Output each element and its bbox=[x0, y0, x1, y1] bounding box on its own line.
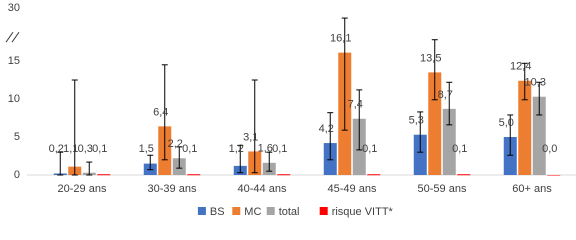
bar bbox=[97, 174, 111, 176]
value-label: 2,2 bbox=[168, 138, 183, 150]
value-label: 0,1 bbox=[272, 143, 287, 155]
x-tick-label: 30-39 ans bbox=[148, 183, 197, 195]
bar bbox=[457, 174, 471, 176]
value-label: 5,0 bbox=[499, 117, 514, 129]
value-label: 0,0 bbox=[542, 143, 557, 155]
value-label: 8,7 bbox=[438, 89, 453, 101]
x-tick-label: 50-59 ans bbox=[418, 183, 467, 195]
y-tick-label: 5 bbox=[14, 131, 20, 143]
legend-label: MC bbox=[244, 206, 261, 218]
value-label: 10,3 bbox=[525, 77, 546, 89]
legend-label: risque VITT* bbox=[332, 206, 394, 218]
axis-break-mark bbox=[5, 31, 14, 43]
x-tick-label: 60+ ans bbox=[512, 183, 552, 195]
bar bbox=[503, 137, 517, 175]
value-label: 0,1 bbox=[362, 143, 377, 155]
legend-swatch bbox=[232, 207, 241, 215]
bar bbox=[187, 174, 201, 176]
bar bbox=[442, 108, 456, 175]
value-label: 3,1 bbox=[243, 131, 258, 143]
x-tick-label: 40-44 ans bbox=[238, 183, 287, 195]
y-tick-label: 15 bbox=[8, 55, 20, 67]
value-label: 0,2 bbox=[49, 143, 64, 155]
value-label: 0,1 bbox=[452, 143, 467, 155]
value-label: 0,3 bbox=[78, 143, 93, 155]
legend-label: total bbox=[279, 206, 300, 218]
value-label: 0,1 bbox=[182, 143, 197, 155]
value-label: 1,5 bbox=[139, 143, 154, 155]
legend-swatch bbox=[197, 207, 206, 215]
bar bbox=[518, 80, 532, 175]
y-tick-label: 10 bbox=[8, 93, 20, 105]
value-label: 0,1 bbox=[92, 143, 107, 155]
bar bbox=[277, 174, 291, 176]
legend-swatch bbox=[319, 207, 328, 215]
value-label: 1,2 bbox=[229, 143, 244, 155]
bar bbox=[428, 72, 442, 175]
value-label: 5,3 bbox=[409, 115, 424, 127]
y-tick-label: 0 bbox=[14, 169, 20, 181]
value-label: 1,6 bbox=[258, 143, 273, 155]
value-label: 12,4 bbox=[510, 61, 531, 73]
value-label: 13,5 bbox=[420, 52, 441, 64]
x-tick-label: 20-29 ans bbox=[58, 183, 107, 195]
legend-label: BS bbox=[210, 206, 225, 218]
value-label: 16,1 bbox=[330, 33, 351, 45]
x-tick-label: 45-49 ans bbox=[328, 183, 377, 195]
bar bbox=[367, 174, 381, 176]
value-label: 1,1 bbox=[63, 143, 78, 155]
value-label: 6,4 bbox=[153, 106, 168, 118]
bar bbox=[532, 96, 546, 175]
legend-swatch bbox=[266, 207, 275, 215]
axis-break-mark bbox=[11, 31, 20, 43]
value-label: 7,4 bbox=[348, 99, 363, 111]
value-label: 4,2 bbox=[319, 123, 334, 135]
bar bbox=[413, 134, 427, 175]
y-tick-label: 30 bbox=[8, 2, 20, 14]
bar bbox=[547, 175, 561, 176]
